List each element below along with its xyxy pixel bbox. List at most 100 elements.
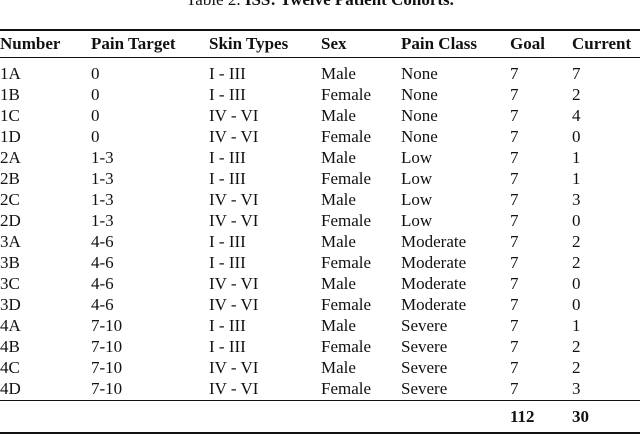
table-cell: 2A: [0, 148, 21, 167]
column-header: Skin Types: [209, 34, 289, 53]
column-header: Goal: [510, 34, 545, 53]
table-cell: Male: [321, 358, 356, 377]
header-rule: [0, 57, 640, 58]
table-cell: 1-3: [91, 169, 114, 188]
table-cell: 7: [510, 85, 519, 104]
table-cell: Female: [321, 127, 372, 146]
table-cell: 1C: [0, 106, 20, 125]
column-header: Pain Class: [401, 34, 478, 53]
table-cell: I - III: [209, 85, 246, 104]
column-header: Number: [0, 34, 61, 53]
table-cell: 1-3: [91, 190, 114, 209]
table-cell: 3: [572, 190, 581, 209]
table-cell: Female: [321, 169, 372, 188]
table-cell: 1A: [0, 64, 21, 83]
table-cell: 4C: [0, 358, 20, 377]
total-current: 30: [572, 407, 589, 426]
table-cell: 0: [572, 274, 581, 293]
table-cell: 2: [572, 232, 581, 251]
table-cell: 1B: [0, 85, 20, 104]
table-cell: 4-6: [91, 232, 114, 251]
table-cell: 0: [91, 85, 100, 104]
table-cell: 7: [510, 358, 519, 377]
table-cell: 2: [572, 337, 581, 356]
total-goal: 112: [510, 407, 535, 426]
table-cell: Moderate: [401, 253, 467, 272]
caption-title: ISS: Twelve Patient Cohorts.: [245, 0, 454, 9]
table-cell: 0: [91, 64, 100, 83]
table-cell: 2D: [0, 211, 21, 230]
table-cell: Male: [321, 64, 356, 83]
table-cell: I - III: [209, 64, 246, 83]
table-cell: 7: [510, 127, 519, 146]
table-cell: 7: [510, 337, 519, 356]
table-cell: 7-10: [91, 379, 123, 398]
table-cell: 3: [572, 379, 581, 398]
table-cell: 7: [510, 295, 519, 314]
table-cell: IV - VI: [209, 190, 259, 209]
table-cell: Male: [321, 232, 356, 251]
table-cell: I - III: [209, 169, 246, 188]
table-cell: I - III: [209, 253, 246, 272]
table-cell: 0: [572, 127, 581, 146]
table-cell: Low: [401, 211, 433, 230]
table-cell: 7-10: [91, 337, 123, 356]
table-cell: 4-6: [91, 253, 114, 272]
table-cell: 7: [510, 316, 519, 335]
table-cell: IV - VI: [209, 295, 259, 314]
table-caption: Table 2. ISS: Twelve Patient Cohorts.: [0, 0, 640, 10]
table-cell: 4-6: [91, 295, 114, 314]
table-cell: Female: [321, 379, 372, 398]
total-rule: [0, 400, 640, 401]
table-cell: 7: [510, 232, 519, 251]
table-cell: Female: [321, 211, 372, 230]
table-cell: Female: [321, 253, 372, 272]
table-cell: I - III: [209, 148, 246, 167]
table-cell: I - III: [209, 337, 246, 356]
table-cell: Moderate: [401, 232, 467, 251]
table-cell: 2C: [0, 190, 20, 209]
table-cell: IV - VI: [209, 106, 259, 125]
table-cell: Male: [321, 316, 356, 335]
table-cell: IV - VI: [209, 127, 259, 146]
table-cell: 3C: [0, 274, 20, 293]
table-cell: IV - VI: [209, 211, 259, 230]
table-cell: 7-10: [91, 316, 123, 335]
table-cell: IV - VI: [209, 379, 259, 398]
table-cell: I - III: [209, 316, 246, 335]
table-cell: 4B: [0, 337, 20, 356]
table-cell: Low: [401, 148, 433, 167]
table-cell: 4: [572, 106, 581, 125]
table-cell: 4D: [0, 379, 21, 398]
table-cell: Low: [401, 169, 433, 188]
table-cell: 7: [572, 64, 581, 83]
table-cell: 3B: [0, 253, 20, 272]
table-cell: 4A: [0, 316, 21, 335]
bottom-rule: [0, 432, 640, 434]
table-cell: Female: [321, 85, 372, 104]
table-cell: 1-3: [91, 211, 114, 230]
table-cell: 7: [510, 148, 519, 167]
table-cell: Male: [321, 274, 356, 293]
table-cell: 0: [91, 127, 100, 146]
table-cell: 4-6: [91, 274, 114, 293]
table-cell: 2: [572, 358, 581, 377]
table-cell: None: [401, 64, 438, 83]
table-cell: 2: [572, 85, 581, 104]
table-cell: 7: [510, 106, 519, 125]
table-cell: Male: [321, 106, 356, 125]
table-cell: I - III: [209, 232, 246, 251]
table-cell: IV - VI: [209, 358, 259, 377]
table-cell: Low: [401, 190, 433, 209]
table-cell: None: [401, 106, 438, 125]
table-cell: 0: [91, 106, 100, 125]
column-header: Pain Target: [91, 34, 176, 53]
top-rule: [0, 29, 640, 31]
table-cell: Moderate: [401, 295, 467, 314]
table-cell: Severe: [401, 379, 448, 398]
table-cell: 1: [572, 316, 581, 335]
table-cell: 7: [510, 211, 519, 230]
caption-label: Table 2.: [186, 0, 241, 9]
table-cell: IV - VI: [209, 274, 259, 293]
table-cell: 1: [572, 169, 581, 188]
